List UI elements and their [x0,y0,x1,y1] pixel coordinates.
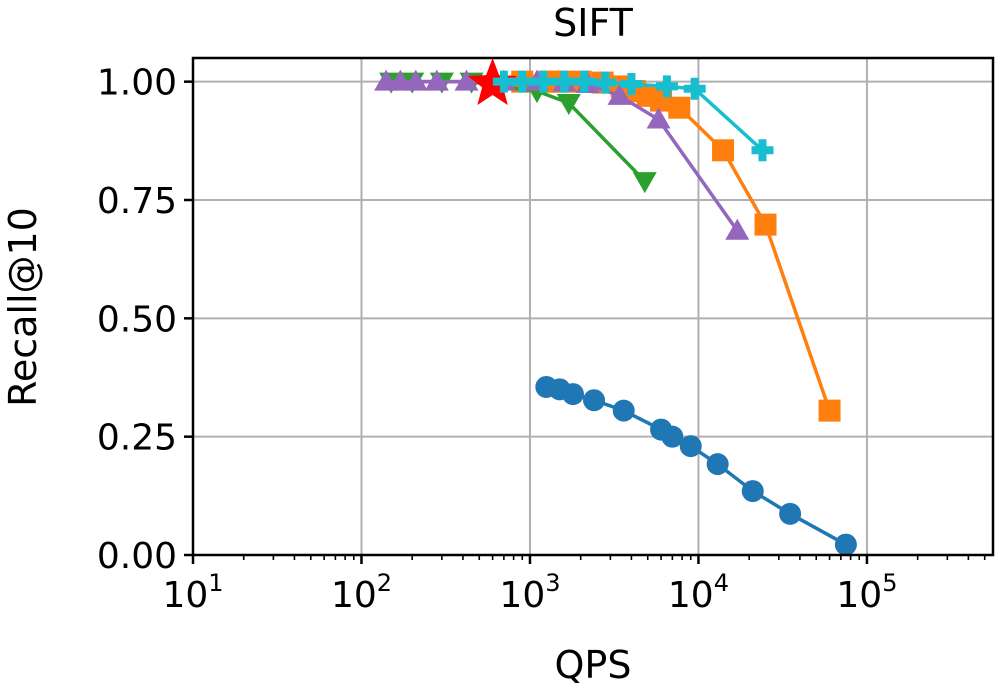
series-blue-circle-point [561,383,584,406]
series-blue-circle-point [834,533,857,556]
series-cyan-plus-point [532,70,555,93]
series-blue-circle-point [661,425,684,448]
series-purple-triangle-up-point [454,69,479,91]
y-tick-label: 1.00 [97,63,177,104]
series-purple-triangle-up-point [607,83,632,105]
series-purple-triangle-up-point [388,69,413,91]
series-blue-circle-point [779,502,802,525]
series-red-star [467,58,518,106]
x-tick-label: 105 [836,569,897,616]
series-purple-triangle-up-point [424,69,449,91]
series-orange-square-point [754,213,777,236]
series-cyan-plus-point [553,70,576,93]
y-tick-label: 0.00 [97,536,177,577]
series-purple-triangle-up-point [403,69,428,91]
series-cyan-plus-point [620,73,643,96]
series-layer [374,58,857,556]
y-axis-label: Recall@10 [1,207,45,407]
series-cyan-plus-point [683,77,706,100]
series-cyan-plus-point [573,70,596,93]
x-tick-label: 102 [331,569,392,616]
series-blue-circle-point [583,389,606,412]
x-tick-label: 104 [668,569,729,616]
series-cyan-plus-point [492,70,515,93]
series-blue-circle-point [679,435,702,458]
series-blue-circle-point [706,453,729,476]
plot-frame [191,56,995,557]
y-tick-label: 0.75 [97,181,177,222]
series-red-star-point [467,58,518,106]
series-orange-square-point [668,96,691,119]
series-cyan-plus-point [511,70,534,93]
series-green-triangle-down-point [632,172,657,194]
series-blue-circle-point [741,480,764,503]
chart-title: SIFT [553,1,634,45]
series-green-triangle-down-line [391,79,647,183]
series-orange-square-point [818,399,841,422]
series-purple-triangle-up-point [725,218,750,240]
series-orange-square [511,70,841,422]
ticks: 101 102 103 104 105 0.00 0.25 0.50 0.75 1.00 [97,63,986,616]
series-cyan-plus-point [751,139,774,162]
x-tick-label: 103 [499,569,560,616]
series-blue-circle-point [612,399,635,422]
y-tick-label: 0.50 [97,299,177,340]
x-tick-label: 101 [162,569,223,616]
series-purple-triangle-up-point [646,107,671,129]
series-orange-square-point [712,139,735,162]
series-green-triangle-down-point [556,93,581,115]
x-axis-label: QPS [555,643,632,687]
series-orange-square-line [522,79,832,412]
series-blue-circle [535,375,857,556]
series-cyan-plus [492,70,774,162]
grid [192,58,993,556]
series-cyan-plus-point [655,75,678,98]
y-tick-label: 0.25 [97,418,177,459]
series-cyan-plus-point [594,71,617,94]
